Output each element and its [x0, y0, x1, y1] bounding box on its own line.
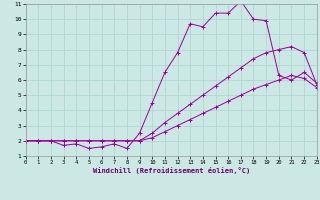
X-axis label: Windchill (Refroidissement éolien,°C): Windchill (Refroidissement éolien,°C) [92, 167, 250, 174]
